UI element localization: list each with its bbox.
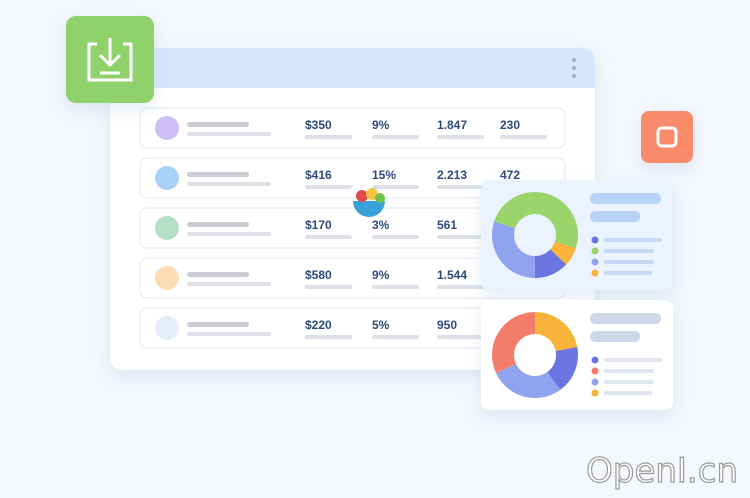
cell-bar	[372, 335, 419, 339]
donut-segment	[492, 312, 578, 398]
avatar	[155, 216, 179, 240]
name-sub-bar	[187, 182, 271, 186]
cell-bar	[305, 185, 352, 189]
avatar	[155, 166, 179, 190]
table-row: $580 9% 1.544	[139, 257, 566, 299]
cell-bar	[305, 285, 352, 289]
chart-panel	[481, 180, 673, 290]
donut-segment	[492, 192, 578, 278]
avatar	[155, 316, 179, 340]
cell-bar	[437, 335, 484, 339]
cell-value: $170	[305, 218, 332, 232]
cell-bar	[305, 235, 352, 239]
name-sub-bar	[187, 282, 271, 286]
cell-bar	[372, 235, 419, 239]
name-bar	[187, 272, 249, 277]
donut-segment	[492, 192, 578, 278]
cell-value: 15%	[372, 168, 396, 182]
cell-bar	[437, 135, 484, 139]
name-sub-bar	[187, 232, 271, 236]
cell-value: 1.544	[437, 268, 467, 282]
cell-value: $580	[305, 268, 332, 282]
cell-bar	[437, 185, 484, 189]
cell-value: 5%	[372, 318, 390, 332]
chart-panel	[481, 300, 673, 410]
cell-bar	[437, 285, 484, 289]
cell-bar	[372, 285, 419, 289]
record-button[interactable]	[641, 111, 693, 163]
table-row: $350 9% 1.847 230	[139, 107, 566, 149]
name-sub-bar	[187, 332, 271, 336]
name-bar	[187, 222, 249, 227]
cell-value: 472	[500, 168, 520, 182]
table-rows: $350 9% 1.847 230 $416 15% 2.213 472 $170 3% 561 $5…	[139, 107, 566, 349]
bowl-icon	[353, 188, 385, 217]
cell-value: $220	[305, 318, 332, 332]
cell-bar	[372, 135, 419, 139]
avatar	[155, 116, 179, 140]
name-bar	[187, 322, 249, 327]
avatar	[155, 266, 179, 290]
cell-value: $416	[305, 168, 332, 182]
cell-value: 230	[500, 118, 520, 132]
cell-value: $350	[305, 118, 332, 132]
cell-bar	[372, 185, 419, 189]
donut-segment	[492, 312, 578, 398]
cell-value: 3%	[372, 218, 390, 232]
watermark: OpenI.cn	[586, 451, 738, 491]
cell-value: 9%	[372, 118, 390, 132]
name-bar	[187, 122, 249, 127]
name-bar	[187, 172, 249, 177]
table-row: $416 15% 2.213 472	[139, 157, 566, 199]
cell-value: 1.847	[437, 118, 467, 132]
cell-bar	[437, 235, 484, 239]
table-row: $170 3% 561	[139, 207, 566, 249]
cell-value: 561	[437, 218, 457, 232]
cell-value: 9%	[372, 268, 390, 282]
cell-bar	[305, 135, 352, 139]
download-button[interactable]	[66, 16, 154, 103]
donut-segment	[492, 192, 578, 278]
cell-value: 2.213	[437, 168, 467, 182]
donut-segment	[492, 312, 578, 398]
table-row: $220 5% 950	[139, 307, 566, 349]
cell-bar	[500, 135, 547, 139]
cell-bar	[305, 335, 352, 339]
cell-value: 950	[437, 318, 457, 332]
name-sub-bar	[187, 132, 271, 136]
